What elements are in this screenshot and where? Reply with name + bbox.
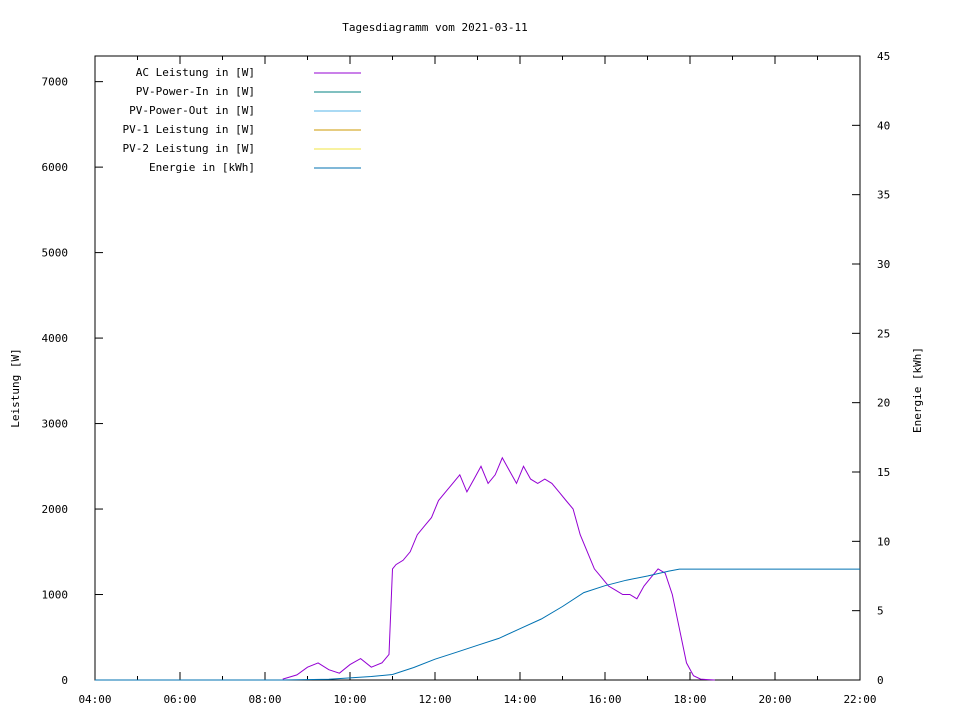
legend-label-6: Energie in [kWh] xyxy=(149,161,255,174)
x-tick-label: 10:00 xyxy=(333,693,366,706)
y-axis-right: 0 5 10 15 20 25 30 35 40 45 xyxy=(852,50,890,687)
x-tick-label: 16:00 xyxy=(588,693,621,706)
y-tick-label: 1000 xyxy=(42,589,69,602)
y2-tick-label: 20 xyxy=(877,397,890,410)
x-tick-label: 22:00 xyxy=(843,693,876,706)
chart-title: Tagesdiagramm vom 2021-03-11 xyxy=(342,21,527,34)
series-layer xyxy=(95,456,860,681)
y2-tick-label: 0 xyxy=(877,674,884,687)
x-tick-label: 12:00 xyxy=(418,693,451,706)
y2-tick-label: 40 xyxy=(877,119,890,132)
y2-tick-label: 45 xyxy=(877,50,890,63)
y2-tick-label: 5 xyxy=(877,605,884,618)
y-tick-label: 5000 xyxy=(42,247,69,260)
x-tick-label: 18:00 xyxy=(673,693,706,706)
y-tick-label: 4000 xyxy=(42,332,69,345)
legend-label-5: PV-2 Leistung in [W] xyxy=(123,142,255,155)
y2-tick-label: 25 xyxy=(877,327,890,340)
x-axis: 04:00 06:00 08:00 10:00 12:00 14:00 16:00 18:00… xyxy=(78,56,877,706)
y-axis-label: Leistung [W] xyxy=(9,348,22,427)
y2-tick-label: 35 xyxy=(877,189,890,202)
legend-label-2: PV-Power-In in [W] xyxy=(136,85,255,98)
legend: AC Leistung in [W] PV-Power-In in [W] PV-P… xyxy=(123,66,361,174)
series-line-6 xyxy=(95,568,860,681)
legend-label-4: PV-1 Leistung in [W] xyxy=(123,123,255,136)
x-tick-label: 06:00 xyxy=(163,693,196,706)
y2-tick-label: 10 xyxy=(877,535,890,548)
x-tick-label: 20:00 xyxy=(758,693,791,706)
legend-label-1: AC Leistung in [W] xyxy=(136,66,255,79)
y-tick-label: 2000 xyxy=(42,503,69,516)
x-tick-label: 14:00 xyxy=(503,693,536,706)
series-line-1 xyxy=(282,456,715,681)
x-tick-label: 08:00 xyxy=(248,693,281,706)
y-tick-label: 7000 xyxy=(42,76,69,89)
y2-axis-label: Energie [kWh] xyxy=(911,347,924,433)
y-tick-label: 6000 xyxy=(42,161,69,174)
y-tick-label: 0 xyxy=(61,674,68,687)
y-axis-left: 0 1000 2000 3000 4000 5000 6000 7000 xyxy=(42,76,103,687)
y2-tick-label: 15 xyxy=(877,466,890,479)
legend-label-3: PV-Power-Out in [W] xyxy=(129,104,255,117)
x-tick-label: 04:00 xyxy=(78,693,111,706)
y2-tick-label: 30 xyxy=(877,258,890,271)
y-tick-label: 3000 xyxy=(42,418,69,431)
